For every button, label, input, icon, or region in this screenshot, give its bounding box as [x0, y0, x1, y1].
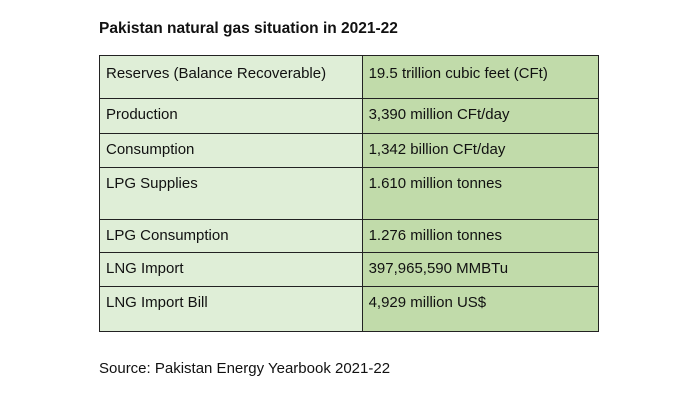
row-value: 397,965,590 MMBTu: [361, 252, 600, 287]
table-row: Production 3,390 million CFt/day: [99, 98, 600, 134]
table-row: LPG Supplies 1.610 million tonnes: [99, 167, 600, 220]
table-title: Pakistan natural gas situation in 2021-2…: [99, 20, 398, 37]
table-row: LNG Import 397,965,590 MMBTu: [99, 252, 600, 287]
row-value: 4,929 million US$: [361, 286, 600, 332]
row-label: LNG Import: [99, 252, 363, 287]
row-value: 19.5 trillion cubic feet (CFt): [361, 55, 600, 99]
row-label: Consumption: [99, 133, 363, 168]
row-label: LPG Supplies: [99, 167, 363, 220]
row-value: 1.276 million tonnes: [361, 219, 600, 253]
table-row: Reserves (Balance Recoverable) 19.5 tril…: [99, 55, 600, 99]
row-value: 1,342 billion CFt/day: [361, 133, 600, 168]
table-row: LPG Consumption 1.276 million tonnes: [99, 219, 600, 253]
table-row: Consumption 1,342 billion CFt/day: [99, 133, 600, 168]
row-label: LPG Consumption: [99, 219, 363, 253]
row-label: LNG Import Bill: [99, 286, 363, 332]
row-label: Production: [99, 98, 363, 134]
row-label: Reserves (Balance Recoverable): [99, 55, 363, 99]
row-value: 3,390 million CFt/day: [361, 98, 600, 134]
row-value: 1.610 million tonnes: [361, 167, 600, 220]
table-row: LNG Import Bill 4,929 million US$: [99, 286, 600, 332]
gas-situation-table: Reserves (Balance Recoverable) 19.5 tril…: [99, 55, 600, 332]
source-note: Source: Pakistan Energy Yearbook 2021-22: [99, 360, 391, 377]
